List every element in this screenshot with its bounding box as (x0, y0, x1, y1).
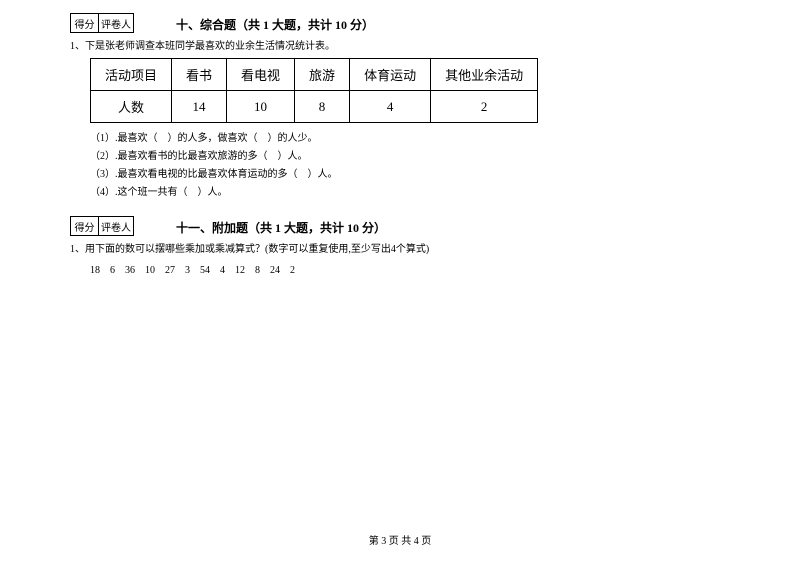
table-header-row: 活动项目 看书 看电视 旅游 体育运动 其他业余活动 (91, 59, 538, 91)
th-activity: 活动项目 (91, 59, 172, 91)
score-box-11: 得分 评卷人 (70, 216, 134, 236)
section11-title: 十一、附加题（共 1 大题，共计 10 分） (176, 215, 386, 236)
q10-1-intro: 1、下是张老师调查本班同学最喜欢的业余生活情况统计表。 (70, 37, 730, 52)
td-label: 人数 (91, 91, 172, 123)
q10-sub3: （3）.最喜欢看电视的比最喜欢体育运动的多（ ）人。 (90, 165, 730, 180)
section10-header: 得分 评卷人 十、综合题（共 1 大题，共计 10 分） (70, 12, 730, 33)
q10-sub2: （2）.最喜欢看书的比最喜欢旅游的多（ ）人。 (90, 147, 730, 162)
grader-cell-label-11: 评卷人 (99, 217, 133, 235)
section11-header: 得分 评卷人 十一、附加题（共 1 大题，共计 10 分） (70, 215, 730, 236)
td-v0: 14 (172, 91, 227, 123)
q10-sub1: （1）.最喜欢（ ）的人多，做喜欢（ ）的人少。 (90, 129, 730, 144)
q10-sub4: （4）.这个班一共有（ ）人。 (90, 183, 730, 198)
td-v3: 4 (350, 91, 431, 123)
score-cell-label: 得分 (71, 14, 99, 32)
activity-table: 活动项目 看书 看电视 旅游 体育运动 其他业余活动 人数 14 10 8 4 … (90, 58, 538, 123)
score-box-10: 得分 评卷人 (70, 13, 134, 33)
score-cell-label-11: 得分 (71, 217, 99, 235)
q11-1: 1、用下面的数可以摆哪些乘加或乘减算式？(数字可以重复使用,至少写出4个算式) (70, 240, 730, 255)
th-tv: 看电视 (227, 59, 295, 91)
q11-numbers: 18 6 36 10 27 3 54 4 12 8 24 2 (90, 261, 730, 276)
th-travel: 旅游 (295, 59, 350, 91)
th-read: 看书 (172, 59, 227, 91)
td-v1: 10 (227, 91, 295, 123)
th-other: 其他业余活动 (431, 59, 538, 91)
td-v4: 2 (431, 91, 538, 123)
page-footer: 第 3 页 共 4 页 (0, 532, 800, 547)
grader-cell-label: 评卷人 (99, 14, 133, 32)
th-sport: 体育运动 (350, 59, 431, 91)
section10-title: 十、综合题（共 1 大题，共计 10 分） (176, 12, 374, 33)
table-data-row: 人数 14 10 8 4 2 (91, 91, 538, 123)
td-v2: 8 (295, 91, 350, 123)
